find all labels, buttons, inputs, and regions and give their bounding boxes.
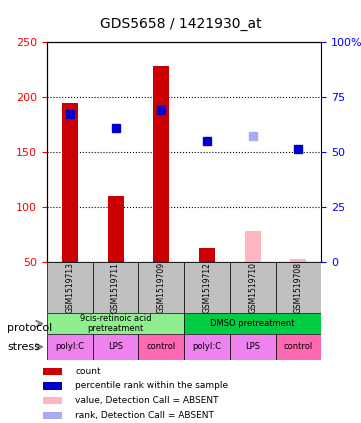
Bar: [43, 382, 62, 390]
Bar: [43, 412, 62, 419]
Text: GSM1519711: GSM1519711: [111, 262, 120, 313]
Bar: [108, 196, 123, 262]
Text: control: control: [284, 342, 313, 352]
FancyBboxPatch shape: [47, 334, 93, 360]
Text: count: count: [75, 367, 101, 376]
Bar: [43, 397, 62, 404]
FancyBboxPatch shape: [275, 334, 321, 360]
Bar: [153, 66, 169, 262]
Bar: [199, 248, 215, 262]
Text: percentile rank within the sample: percentile rank within the sample: [75, 382, 228, 390]
Text: LPS: LPS: [108, 342, 123, 352]
FancyBboxPatch shape: [275, 262, 321, 313]
FancyBboxPatch shape: [47, 313, 184, 334]
FancyBboxPatch shape: [93, 334, 138, 360]
FancyBboxPatch shape: [184, 334, 230, 360]
FancyBboxPatch shape: [47, 262, 93, 313]
Bar: [62, 103, 78, 262]
Bar: [245, 231, 261, 262]
FancyBboxPatch shape: [184, 313, 321, 334]
FancyBboxPatch shape: [138, 262, 184, 313]
FancyBboxPatch shape: [230, 334, 275, 360]
Text: LPS: LPS: [245, 342, 260, 352]
Text: DMSO pretreatment: DMSO pretreatment: [210, 319, 295, 328]
FancyBboxPatch shape: [184, 262, 230, 313]
FancyBboxPatch shape: [230, 262, 275, 313]
Text: GSM1519709: GSM1519709: [157, 262, 166, 313]
Text: stress: stress: [7, 342, 40, 352]
Text: polyI:C: polyI:C: [55, 342, 84, 352]
Text: 9cis-retinoic acid
pretreatment: 9cis-retinoic acid pretreatment: [80, 314, 151, 333]
Text: value, Detection Call = ABSENT: value, Detection Call = ABSENT: [75, 396, 219, 405]
Text: protocol: protocol: [7, 323, 52, 333]
Text: GDS5658 / 1421930_at: GDS5658 / 1421930_at: [100, 17, 261, 31]
Text: GSM1519708: GSM1519708: [294, 262, 303, 313]
Text: GSM1519710: GSM1519710: [248, 262, 257, 313]
FancyBboxPatch shape: [138, 334, 184, 360]
Text: control: control: [147, 342, 176, 352]
Bar: [43, 368, 62, 375]
Bar: [291, 259, 306, 262]
Text: rank, Detection Call = ABSENT: rank, Detection Call = ABSENT: [75, 411, 214, 420]
Text: polyI:C: polyI:C: [192, 342, 221, 352]
FancyBboxPatch shape: [93, 262, 138, 313]
Text: GSM1519713: GSM1519713: [65, 262, 74, 313]
Text: GSM1519712: GSM1519712: [203, 262, 212, 313]
